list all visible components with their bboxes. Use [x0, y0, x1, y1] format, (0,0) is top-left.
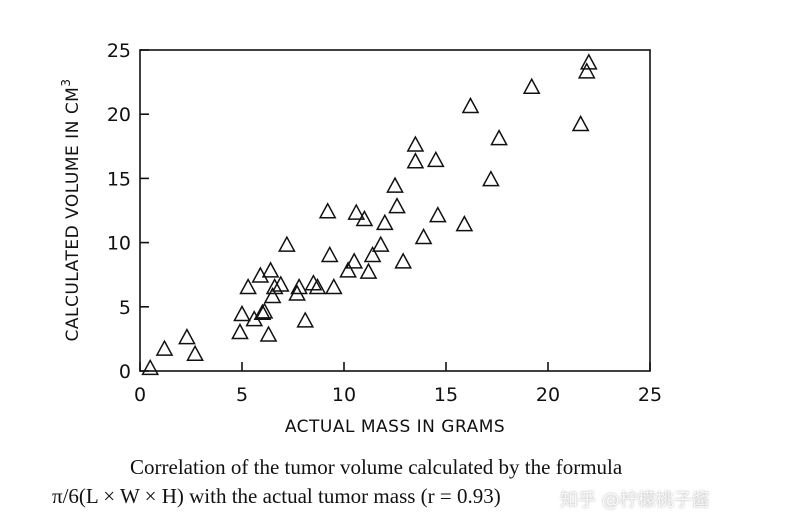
scatter-chart: 0 5 10 15 20 25 0 5 10 15 20 25 ACTUAL MASS IN GRA… [59, 40, 662, 437]
x-tick-label: 15 [434, 384, 458, 406]
data-point-triangle [251, 266, 270, 283]
y-axis-title-text: CALCULATED VOLUME IN CM [63, 87, 83, 342]
data-point-triangle [231, 322, 249, 340]
data-point-triangle [359, 262, 378, 279]
data-point-triangle [406, 152, 425, 169]
data-point-triangle [324, 277, 343, 295]
plot-border [139, 49, 651, 372]
x-tick-label: 0 [134, 384, 146, 406]
data-point-triangle [355, 209, 374, 227]
data-point-triangle [278, 235, 296, 252]
data-point-triangle [577, 62, 596, 79]
data-point-triangle [296, 311, 315, 328]
data-point-triangle [571, 114, 590, 132]
y-tick-label: 10 [107, 233, 131, 255]
data-point-triangle [239, 277, 257, 295]
data-point-triangle [490, 129, 508, 146]
x-axis-ticks: 0 5 10 15 20 25 [134, 362, 662, 406]
y-axis-title: CALCULATED VOLUME IN CM3 [59, 79, 83, 342]
data-point-triangle [141, 358, 160, 376]
x-tick-label: 20 [536, 384, 560, 406]
x-axis-title: ACTUAL MASS IN GRAMS [285, 417, 505, 437]
y-tick-label: 15 [107, 168, 131, 190]
data-point-triangle [579, 53, 598, 70]
y-tick-label: 0 [119, 361, 131, 383]
data-point-triangle [265, 277, 284, 295]
data-point-triangle [233, 304, 251, 322]
data-point-triangle [394, 252, 413, 269]
y-tick-label: 25 [107, 40, 131, 62]
y-axis-ticks: 0 5 10 15 20 25 [107, 40, 149, 383]
data-point-triangle [386, 176, 404, 193]
y-tick-label: 5 [119, 297, 131, 319]
data-markers [141, 53, 598, 376]
data-point-triangle [371, 235, 390, 252]
data-point-triangle [428, 206, 447, 223]
data-point-triangle [261, 261, 280, 278]
data-point-triangle [290, 277, 308, 295]
data-point-triangle [455, 215, 474, 232]
data-point-triangle [406, 135, 425, 152]
plot-frame [139, 49, 651, 372]
data-point-triangle [347, 203, 366, 220]
data-point-triangle [345, 252, 364, 269]
data-point-triangle [255, 302, 274, 319]
x-tick-label: 5 [236, 384, 248, 406]
data-point-triangle [339, 261, 357, 278]
data-point-triangle [304, 274, 323, 291]
data-point-triangle [178, 328, 196, 345]
data-point-triangle [461, 96, 480, 114]
data-point-triangle [186, 344, 204, 362]
figure-caption-line-1: Correlation of the tumor volume calculat… [130, 455, 623, 479]
data-point-triangle [414, 227, 433, 245]
x-tick-label: 25 [638, 384, 662, 406]
data-point-triangle [320, 245, 339, 263]
data-point-triangle [271, 275, 290, 292]
data-point-triangle [363, 245, 382, 263]
data-point-triangle [259, 325, 278, 342]
x-tick-label: 10 [332, 384, 356, 406]
data-point-triangle [318, 202, 337, 219]
data-point-triangle [253, 303, 272, 320]
data-point-triangle [482, 170, 500, 187]
data-point-triangle [263, 286, 282, 304]
y-tick-label: 20 [107, 104, 131, 126]
data-point-triangle [522, 77, 541, 94]
y-axis-title-superscript: 3 [59, 79, 73, 87]
data-point-triangle [426, 150, 445, 168]
data-point-triangle [155, 339, 174, 356]
data-point-triangle [375, 213, 394, 231]
watermark: 知乎 @柠檬桃子酱 [560, 490, 710, 511]
data-point-triangle [308, 277, 327, 295]
figure-caption-line-2: π/6(L × W × H) with the actual tumor mas… [52, 484, 501, 508]
data-point-triangle [388, 197, 406, 214]
